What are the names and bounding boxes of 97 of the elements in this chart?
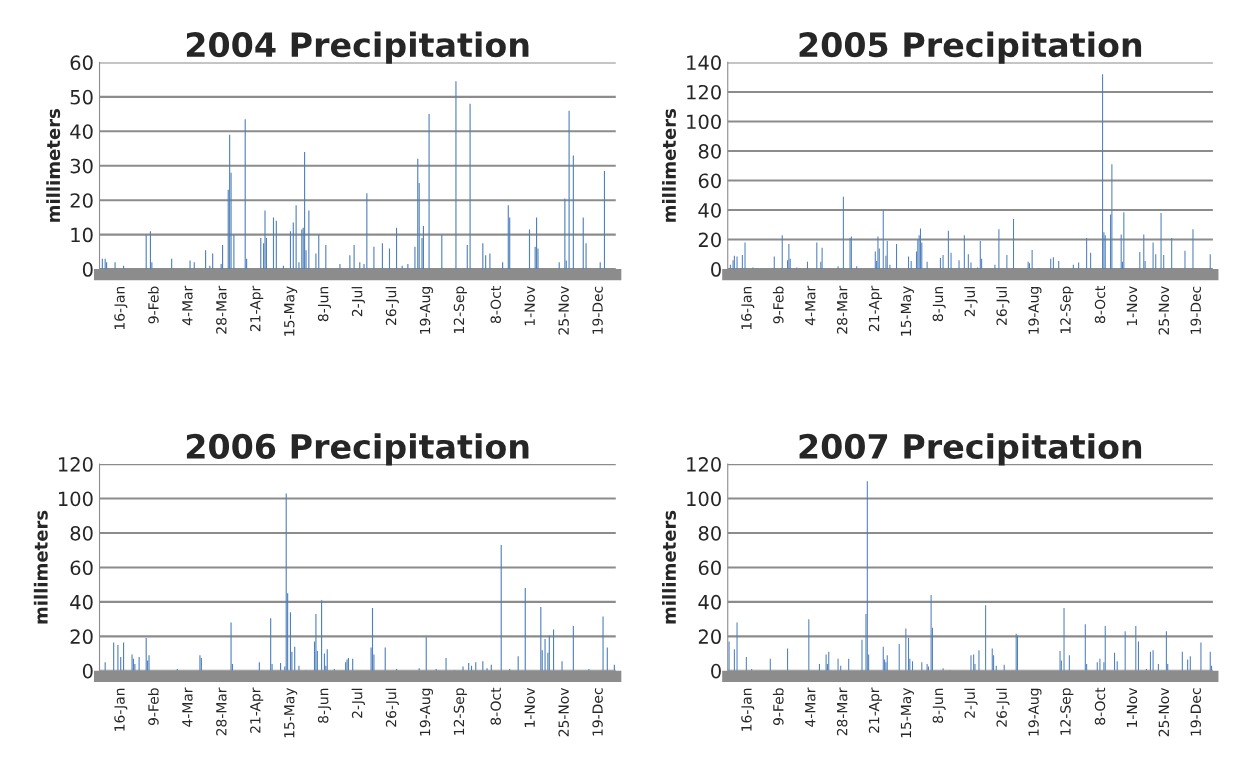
- x-tick-label: 12-Sep: [1060, 688, 1074, 735]
- x-tick-label: 19-Dec: [592, 286, 603, 334]
- y-tick-label: 60: [698, 173, 721, 189]
- x-tick-label: 21-Apr: [868, 285, 882, 332]
- chart-title: 2005 Precipitation: [799, 31, 1142, 64]
- y-tick-label: 20: [698, 232, 721, 248]
- y-tick-label: 0: [82, 663, 93, 679]
- y-tick-label: 40: [70, 124, 93, 139]
- x-tick-label: 15-May: [284, 687, 298, 738]
- x-tick-label: 8-Jun: [932, 286, 946, 322]
- x-tick-label: 19-Aug: [1028, 287, 1042, 334]
- x-tick-label: 8-Oct: [1094, 286, 1106, 324]
- x-tick-label: 26-Jul: [996, 287, 1010, 325]
- x-tick-label: 28-Mar: [216, 285, 227, 334]
- x-tick-label: 9-Feb: [772, 688, 784, 726]
- y-tick-label: 100: [58, 491, 93, 507]
- y-tick-label: 120: [687, 457, 721, 472]
- x-tick-label: 1-Nov: [1126, 687, 1138, 727]
- x-tick-label: 12-Sep: [453, 286, 467, 334]
- y-tick-label: 60: [70, 55, 93, 71]
- x-tick-label: 19-Dec: [1190, 688, 1201, 736]
- chart-title: 2006 Precipitation: [186, 433, 529, 466]
- chart-title: 2007 Precipitation: [799, 433, 1142, 466]
- y-tick-label: 140: [687, 55, 721, 71]
- y-tick-label: 20: [70, 629, 93, 645]
- x-tick-label: 19-Aug: [419, 287, 433, 334]
- x-tick-label: 28-Mar: [836, 285, 848, 334]
- x-tick-label: 21-Apr: [868, 687, 882, 733]
- x-tick-label: 8-Jun: [317, 688, 332, 723]
- y-axis-title: millimeters: [662, 510, 677, 624]
- y-tick-label: 100: [687, 114, 721, 130]
- x-tick-label: 4-Mar: [182, 285, 193, 326]
- x-tick-label: 16-Jan: [741, 688, 755, 731]
- y-axis-title: millimeters: [662, 109, 677, 222]
- y-tick-label: 10: [71, 227, 93, 243]
- x-tick-label: 28-Mar: [216, 687, 227, 736]
- x-tick-label: 8-Oct: [1094, 687, 1106, 725]
- x-tick-label: 1-Nov: [524, 286, 535, 326]
- y-tick-label: 60: [70, 560, 93, 576]
- y-axis-title: millimeters: [33, 510, 48, 624]
- x-tick-label: 4-Mar: [182, 687, 193, 727]
- x-tick-label: 2-Jul: [964, 688, 978, 718]
- x-tick-label: 8-Jun: [317, 286, 332, 322]
- x-tick-label: 9-Feb: [147, 688, 159, 726]
- y-tick-label: 80: [698, 525, 721, 541]
- x-tick-label: 25-Nov: [558, 286, 569, 335]
- x-tick-label: 16-Jan: [114, 688, 128, 731]
- x-tick-label: 12-Sep: [453, 688, 467, 735]
- x-tick-label: 28-Mar: [836, 687, 848, 736]
- y-tick-label: 40: [698, 594, 721, 610]
- x-tick-label: 2-Jul: [351, 688, 365, 718]
- x-tick-label: 15-May: [284, 286, 298, 336]
- y-tick-label: 40: [698, 203, 721, 218]
- y-tick-label: 120: [687, 84, 721, 100]
- x-tick-label: 9-Feb: [772, 286, 784, 324]
- x-tick-label: 19-Aug: [1028, 688, 1042, 736]
- y-tick-label: 80: [698, 143, 721, 159]
- x-tick-label: 2-Jul: [351, 287, 365, 317]
- x-tick-label: 12-Sep: [1060, 286, 1074, 334]
- y-tick-label: 0: [711, 663, 721, 679]
- x-tick-label: 2-Jul: [964, 287, 978, 317]
- x-tick-label: 25-Nov: [558, 687, 569, 737]
- x-tick-label: 4-Mar: [805, 285, 816, 326]
- x-tick-label: 8-Oct: [490, 286, 501, 324]
- x-tick-label: 26-Jul: [385, 688, 399, 727]
- y-tick-label: 50: [70, 89, 93, 105]
- x-tick-label: 8-Oct: [490, 687, 501, 725]
- x-tick-label: 16-Jan: [114, 286, 128, 330]
- x-tick-label: 15-May: [900, 286, 914, 336]
- y-tick-label: 40: [70, 594, 93, 610]
- x-tick-label: 4-Mar: [805, 687, 816, 727]
- y-axis-title: millimeters: [46, 109, 61, 222]
- x-tick-label: 19-Aug: [419, 688, 433, 736]
- x-tick-label: 9-Feb: [147, 286, 159, 324]
- y-tick-label: 80: [70, 525, 93, 541]
- x-tick-label: 19-Dec: [592, 688, 603, 736]
- y-tick-label: 0: [711, 262, 721, 277]
- chart-title: 2004 Precipitation: [186, 31, 529, 64]
- x-tick-label: 15-May: [900, 687, 914, 738]
- y-tick-label: 30: [70, 158, 93, 174]
- y-tick-label: 20: [698, 629, 721, 645]
- y-tick-label: 120: [58, 457, 93, 472]
- x-tick-label: 8-Jun: [932, 688, 946, 723]
- x-tick-label: 26-Jul: [385, 287, 399, 325]
- x-tick-label: 21-Apr: [250, 285, 264, 332]
- x-tick-label: 26-Jul: [996, 688, 1010, 727]
- x-tick-label: 19-Dec: [1190, 286, 1201, 334]
- y-tick-label: 0: [82, 262, 93, 277]
- x-tick-label: 1-Nov: [1126, 286, 1138, 326]
- y-tick-label: 100: [687, 491, 721, 507]
- y-tick-label: 60: [698, 560, 721, 576]
- x-tick-label: 25-Nov: [1158, 286, 1170, 335]
- x-tick-label: 25-Nov: [1158, 687, 1170, 737]
- y-tick-label: 20: [70, 193, 93, 208]
- x-tick-label: 1-Nov: [524, 687, 535, 727]
- x-tick-label: 16-Jan: [741, 286, 755, 330]
- x-tick-label: 21-Apr: [250, 687, 264, 733]
